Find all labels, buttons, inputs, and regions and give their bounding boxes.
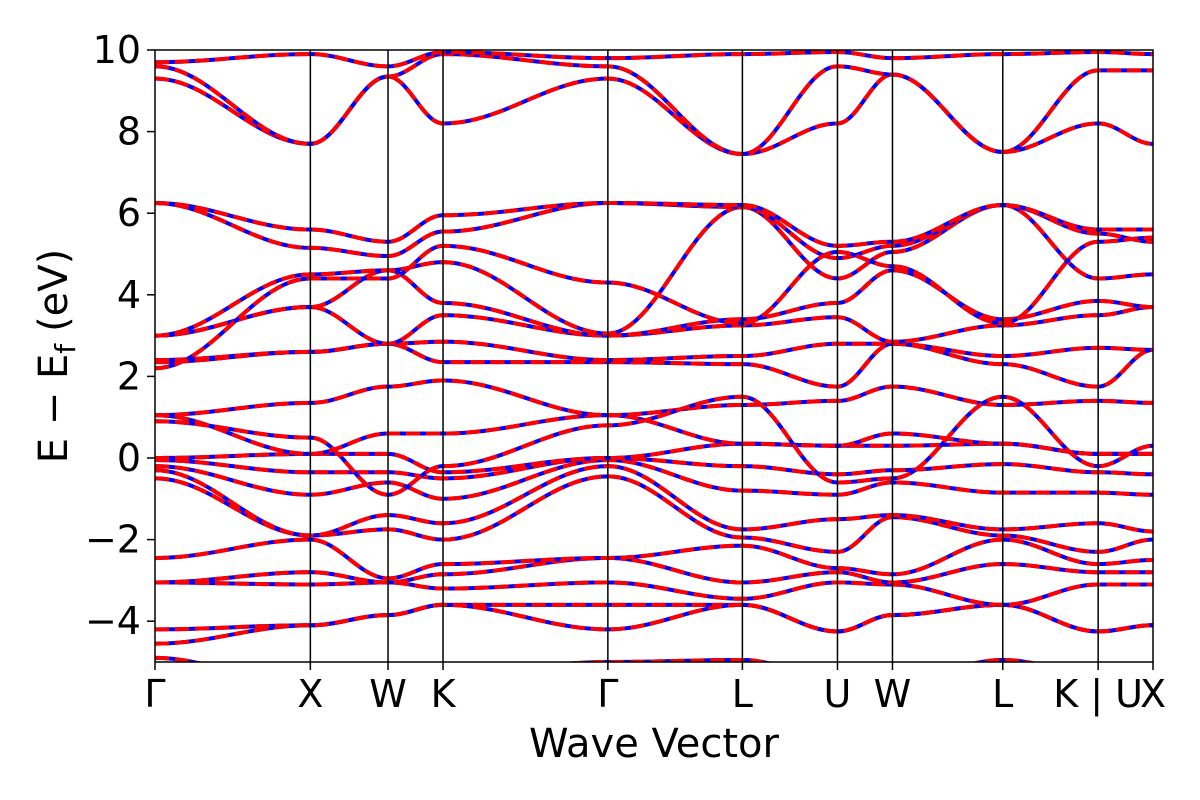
x-tick-label: L: [732, 672, 753, 716]
x-tick-label: W: [369, 672, 407, 716]
y-axis-label-unit: (eV): [31, 249, 77, 332]
band-line-24-red: [155, 235, 1153, 371]
x-tick-label: W: [874, 672, 912, 716]
x-tick-label: U: [824, 672, 852, 716]
x-tick-label: X: [1140, 672, 1166, 716]
kpoint-divider-lines: [309, 50, 1099, 662]
y-axis-ticks: −4 −2 0 2 4 6 8 10: [85, 28, 155, 643]
y-tick-label: 10: [93, 28, 141, 72]
x-tick-label: K | U: [1053, 672, 1143, 717]
y-axis-label-main: E − E: [31, 354, 77, 464]
x-tick-label: Γ: [597, 672, 618, 716]
plot-frame: [154, 49, 1154, 663]
y-axis-label-subscript: f: [49, 343, 82, 354]
y-tick-label: 8: [117, 110, 141, 154]
band-line-18-red: [155, 200, 1153, 248]
band-line-15-red: [155, 268, 1153, 338]
y-tick-label: 0: [117, 436, 141, 480]
x-tick-label: Γ: [144, 672, 165, 716]
y-tick-label: 2: [117, 354, 141, 398]
x-tick-label: L: [992, 672, 1013, 716]
x-axis-label: Wave Vector: [529, 721, 780, 767]
x-tick-label: K: [431, 672, 457, 716]
band-line-1-red: [155, 602, 1153, 634]
band-line-11-red: [155, 378, 1153, 418]
band-line-16-red: [155, 203, 1153, 338]
y-axis-label: E − Ef (eV): [31, 249, 82, 464]
x-tick-label: X: [297, 672, 323, 716]
y-tick-label: 4: [117, 273, 141, 317]
y-tick-label: −2: [85, 518, 141, 562]
y-tick-label: 6: [117, 191, 141, 235]
band-line-6-red: [155, 464, 1153, 538]
y-tick-label: −4: [85, 599, 141, 643]
